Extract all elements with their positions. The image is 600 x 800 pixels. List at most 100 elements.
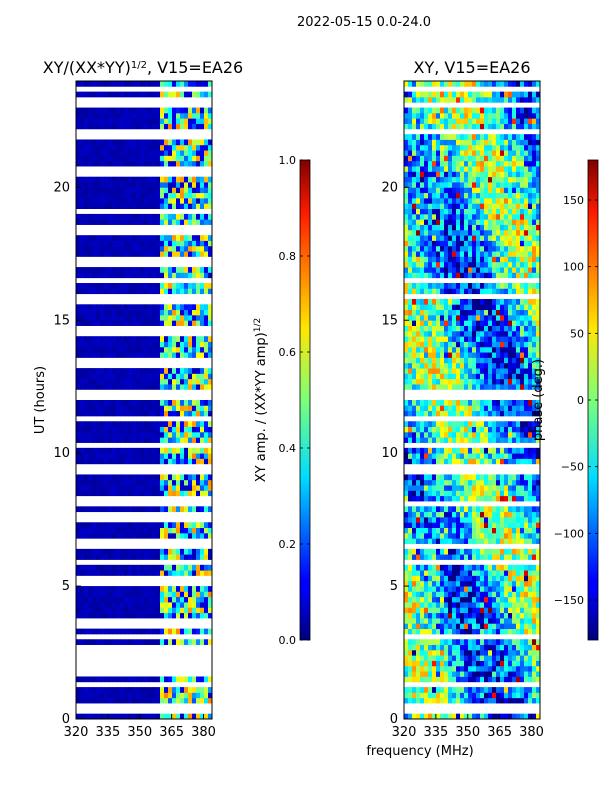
heatmap-cell	[432, 330, 437, 337]
heatmap-cell	[532, 373, 537, 380]
heatmap-cell	[528, 713, 533, 720]
heatmap-cell	[148, 522, 153, 528]
heatmap-cell	[136, 479, 141, 486]
heatmap-cell	[76, 628, 81, 635]
heatmap-cell	[496, 320, 501, 326]
heatmap-cell	[476, 352, 481, 358]
heatmap-cell	[488, 362, 493, 369]
heatmap-cell	[436, 570, 441, 576]
heatmap-cell	[192, 447, 197, 454]
heatmap-cell	[116, 602, 121, 608]
heatmap-cell	[76, 527, 81, 534]
heatmap-cell	[80, 421, 85, 427]
heatmap-cell	[100, 304, 105, 311]
heatmap-cell	[132, 240, 137, 247]
heatmap-cell	[108, 612, 113, 619]
heatmap-cell	[504, 474, 509, 481]
heatmap-cell	[496, 251, 501, 257]
heatmap-cell	[476, 314, 481, 321]
heatmap-cell	[444, 267, 449, 273]
heatmap-cell	[424, 298, 429, 305]
heatmap-cell	[536, 527, 541, 534]
heatmap-cell	[152, 182, 157, 188]
heatmap-cell	[88, 107, 93, 114]
heatmap-cell	[496, 421, 501, 427]
heatmap-cell	[160, 123, 165, 130]
heatmap-cell	[100, 346, 105, 353]
heatmap-cell	[164, 410, 169, 417]
heatmap-cell	[492, 532, 497, 539]
heatmap-cell	[440, 272, 445, 279]
heatmap-cell	[524, 362, 529, 369]
heatmap-cell	[144, 336, 149, 342]
heatmap-cell	[492, 474, 497, 481]
left-heatmap-panel	[75, 80, 213, 720]
heatmap-cell	[424, 309, 429, 316]
heatmap-cell	[84, 309, 89, 316]
heatmap-cell	[416, 655, 421, 661]
heatmap-cell	[524, 283, 529, 289]
heatmap-cell	[100, 564, 105, 571]
heatmap-cell	[408, 655, 413, 661]
heatmap-cell	[76, 81, 81, 87]
heatmap-cell	[484, 352, 489, 358]
heatmap-cell	[200, 554, 205, 560]
heatmap-cell	[460, 591, 465, 598]
heatmap-cell	[132, 405, 137, 412]
heatmap-cell	[140, 155, 145, 162]
right-heatmap-cells	[404, 81, 541, 720]
heatmap-cell	[180, 384, 185, 390]
heatmap-cell	[512, 384, 517, 390]
heatmap-cell	[80, 368, 85, 374]
heatmap-cell	[124, 240, 129, 247]
heatmap-cell	[192, 453, 197, 459]
heatmap-cell	[448, 570, 453, 576]
heatmap-cell	[180, 490, 185, 497]
heatmap-cell	[484, 346, 489, 353]
heatmap-cell	[200, 639, 205, 645]
heatmap-cell	[444, 304, 449, 311]
heatmap-cell	[132, 474, 137, 481]
heatmap-cell	[504, 506, 509, 513]
heatmap-cell	[116, 426, 121, 433]
heatmap-cell	[96, 139, 101, 146]
heatmap-cell	[476, 479, 481, 486]
heatmap-cell	[484, 639, 489, 645]
heatmap-cell	[204, 687, 209, 693]
heatmap-cell	[528, 655, 533, 661]
heatmap-cell	[528, 256, 533, 263]
heatmap-cell	[92, 288, 97, 295]
heatmap-cell	[532, 564, 537, 571]
heatmap-cell	[196, 267, 201, 273]
heatmap-cell	[536, 628, 541, 635]
heatmap-cell	[204, 405, 209, 412]
heatmap-cell	[88, 687, 93, 693]
heatmap-cell	[512, 362, 517, 369]
heatmap-cell	[528, 405, 533, 412]
heatmap-cell	[80, 155, 85, 162]
heatmap-cell	[524, 522, 529, 528]
heatmap-cell	[164, 341, 169, 348]
heatmap-cell	[452, 330, 457, 337]
heatmap-cell	[472, 655, 477, 661]
heatmap-cell	[536, 320, 541, 326]
heatmap-cell	[200, 219, 205, 225]
heatmap-cell	[136, 182, 141, 188]
heatmap-cell	[524, 458, 529, 465]
heatmap-cell	[160, 437, 165, 443]
heatmap-cell	[508, 655, 513, 661]
heatmap-cell	[192, 81, 197, 87]
heatmap-cell	[84, 283, 89, 289]
heatmap-cell	[496, 623, 501, 630]
heatmap-cell	[480, 405, 485, 412]
heatmap-cell	[88, 213, 93, 220]
heatmap-cell	[208, 81, 213, 87]
heatmap-cell	[448, 251, 453, 257]
heatmap-cell	[500, 602, 505, 608]
heatmap-cell	[160, 490, 165, 497]
heatmap-cell	[408, 458, 413, 465]
heatmap-cell	[100, 240, 105, 247]
heatmap-cell	[448, 607, 453, 614]
heatmap-cell	[432, 527, 437, 534]
heatmap-cell	[176, 697, 181, 704]
